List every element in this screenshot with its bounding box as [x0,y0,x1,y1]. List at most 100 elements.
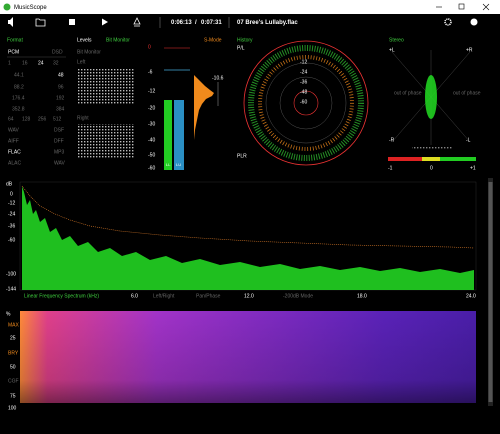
bit-depth: 24 [38,60,44,66]
sample-rate: 96 [58,84,64,90]
history-trace [248,45,364,161]
correlation-label: -1 [388,165,393,171]
container: FLAC [8,149,21,155]
toolbar [0,14,500,31]
dsd-rate: 128 [22,116,31,122]
correlation-bar [388,157,422,161]
level-histogram [194,75,214,140]
container: DFF [54,138,64,144]
bit-monitor-left [77,68,135,104]
correlation-history [412,146,452,149]
spectrum-x-tick: 12.0 [244,293,254,299]
history-trace [258,55,354,151]
levels-mode: Bit Monitor [106,37,130,43]
meter-scale: -40 [148,137,155,143]
spectrum-option[interactable]: Left/Right [153,293,175,299]
history-label: P/L [237,45,245,51]
sample-rate: 192 [56,95,65,101]
spectrum-caption: Linear Frequency Spectrum (kHz) [24,293,99,299]
volume-button[interactable] [8,17,13,27]
track-name: 07 Bree's Lullaby.flac [237,20,298,26]
spectrum-peak-trace [21,185,475,249]
spectrogram-unit: % [6,311,11,317]
scrollbar-thumb[interactable] [488,182,493,402]
close-button[interactable] [482,3,490,11]
window-title: MusicScope [14,5,47,11]
container: ALAC [8,160,21,166]
correlation-bar [422,157,440,161]
info-button[interactable] [470,18,478,26]
meter-scale: 0 [148,44,151,50]
maximize-button[interactable] [458,3,465,10]
spectrogram-shade [20,311,476,403]
spectrum-option[interactable]: -200dB Mode [283,293,313,299]
channel-tag: LU [176,162,181,167]
spectrogram-label: CGF [8,378,19,384]
history-ring [265,62,347,144]
bit-depth: 32 [53,60,59,66]
dsd-rate: 64 [8,116,14,122]
sample-rate: 88.2 [14,84,24,90]
spectrum-y-tick: -24 [8,211,15,217]
meter-scale: -60 [148,165,155,171]
meter-scale: -6 [148,69,153,75]
bit-monitor-right [77,124,135,158]
container: WAV [54,160,65,166]
spectrogram-label: 100 [8,405,17,411]
history-ring [279,76,333,130]
open-button[interactable] [35,18,46,27]
stereo-axis: +L [389,47,395,53]
spectrum-y-tick: -36 [8,223,15,229]
meter-scale: -12 [148,88,155,94]
stereo-axis: -L [466,137,471,143]
container: AIFF [8,138,19,144]
panel-title: History [237,37,253,43]
panel-title: Levels [77,37,92,43]
sample-rate: 48 [58,72,64,78]
ring-label: -60 [300,99,307,105]
ring-label: -48 [300,89,307,95]
phase-label: out of phase [453,90,481,96]
ring-label: -24 [300,69,307,75]
meter-scale: -30 [148,121,155,127]
bit-depth: 1 [8,60,11,66]
stereo-scatter [425,75,437,119]
phase-label: out of phase [394,90,422,96]
panel-title: Stereo [389,37,404,43]
sample-rate: 176.4 [12,95,25,101]
container: WAV [8,127,19,133]
channel-label: Right [77,115,89,121]
spectrum-option[interactable]: Pan/Phase [196,293,221,299]
history-label: PLR [237,153,247,159]
spectrum-unit: dB [6,181,13,187]
correlation-label: +1 [470,165,476,171]
total-time: 0:07:31 [201,20,222,26]
spectrum-x-tick: 18.0 [357,293,367,299]
stereo-axis: -R [389,137,395,143]
sample-rate: 352.8 [12,106,25,112]
eject-button[interactable] [133,17,141,27]
time-separator: / [195,20,197,26]
ring-label: -36 [300,79,307,85]
format-header: PCM [8,49,19,55]
bit-depth: 16 [22,60,28,66]
sample-rate: 44.1 [14,72,24,78]
meter-scale: -50 [148,152,155,158]
peak-value: -10.6 [212,75,224,81]
title-bar [0,0,500,14]
spectrum-y-tick: -12 [8,200,15,206]
history-ring [293,90,319,116]
container: DSF [54,127,64,133]
channel-tag: LL [166,162,171,167]
dsd-rate: 256 [38,116,47,122]
history-ring [243,40,369,166]
play-button[interactable] [102,18,108,26]
levels-subtitle: Bit Monitor [77,49,101,55]
spectrum-y-tick: -100 [6,271,16,277]
settings-button[interactable] [444,18,452,26]
level-bar [164,100,172,170]
elapsed-time: 0:06:13 [171,20,192,26]
format-header: DSD [52,49,63,55]
stop-button[interactable] [69,19,75,25]
